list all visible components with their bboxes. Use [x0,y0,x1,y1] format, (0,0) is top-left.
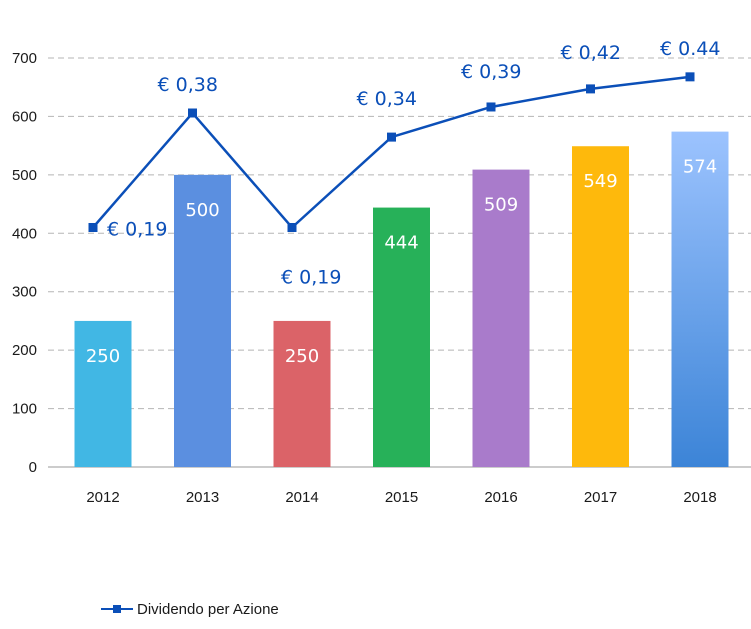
bar-value-label: 574 [683,157,717,178]
legend-label: Dividendo per Azione [137,601,279,618]
dividend-marker [287,223,297,232]
bar-2014 [273,320,331,467]
x-tick-label: 2017 [584,489,617,506]
y-tick-label: 700 [12,50,37,67]
x-tick-label: 2013 [186,489,219,506]
y-tick-label: 600 [12,108,37,125]
dividend-line: € 0,19 € 0,38 € 0,19 € 0,34 € 0,39 € 0,42 € 0.… [88,38,720,289]
legend-marker [113,605,121,613]
bar-value-label: 250 [86,346,120,367]
dividend-marker [586,84,595,94]
bar-2017 [572,146,629,467]
dividend-label: € 0,42 [561,42,621,64]
bar-2018 [671,131,729,467]
y-tick-label: 300 [12,284,37,301]
x-tick-label: 2016 [484,489,517,506]
dividend-label: € 0,19 [107,219,167,241]
dividend-label: € 0,34 [357,88,417,110]
dividend-label: € 0.44 [660,38,720,60]
x-axis: 2012 2013 2014 2015 2016 2017 2018 [86,489,716,506]
dividend-label: € 0,19 [281,267,341,289]
dividend-marker [188,108,197,118]
bar-value-label: 500 [185,200,219,221]
bars: 250 500 250 444 509 549 574 [74,131,729,467]
bar-value-label: 444 [384,233,418,254]
dividend-label: € 0,39 [461,61,521,83]
dividend-marker [387,132,396,142]
dividend-label: € 0,38 [158,74,218,96]
y-tick-label: 100 [12,401,37,418]
bar-2016 [472,169,530,467]
y-tick-label: 0 [29,459,37,476]
y-tick-label: 500 [12,167,37,184]
x-tick-label: 2012 [86,489,119,506]
x-tick-label: 2014 [285,489,318,506]
y-tick-label: 200 [12,342,37,359]
dividend-marker [685,72,695,82]
y-axis: 0 100 200 300 400 500 600 700 [12,50,37,476]
legend: Dividendo per Azione [101,601,279,618]
bar-value-label: 549 [583,171,617,192]
y-tick-label: 400 [12,225,37,242]
bar-2015 [373,207,430,467]
x-tick-label: 2015 [385,489,418,506]
bar-value-label: 509 [484,195,518,216]
bar-2012 [74,320,132,467]
dividend-marker [486,102,496,112]
dividend-marker [88,223,98,232]
bar-value-label: 250 [285,346,319,367]
bar-2013 [174,174,231,467]
x-tick-label: 2018 [683,489,716,506]
